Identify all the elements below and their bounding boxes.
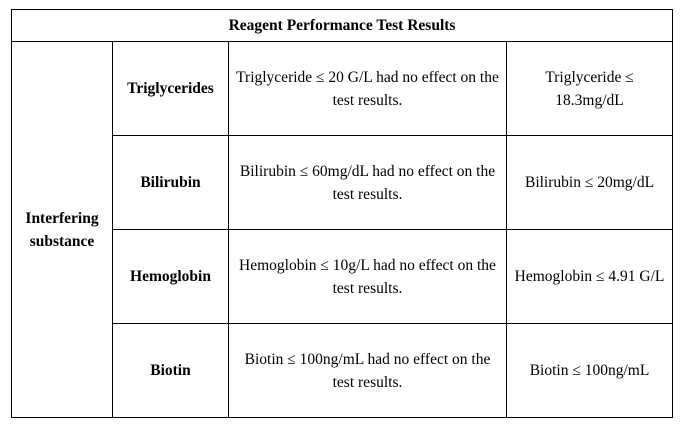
- substance-cell: Triglycerides: [112, 41, 229, 136]
- results-table-container: Reagent Performance Test Results Interfe…: [10, 9, 674, 418]
- table-row: Bilirubin Bilirubin ≤ 60mg/dL had no eff…: [12, 135, 674, 230]
- statement-cell: Biotin ≤ 100ng/mL had no effect on the t…: [228, 323, 507, 418]
- substance-cell: Bilirubin: [112, 135, 229, 230]
- table-row: Interfering substance Triglycerides Trig…: [11, 41, 674, 418]
- table-row: Hemoglobin Hemoglobin ≤ 10g/L had no eff…: [12, 229, 674, 324]
- limit-cell: Triglyceride ≤ 18.3mg/dL: [505, 41, 674, 136]
- limit-cell: Biotin ≤ 100ng/mL: [505, 323, 674, 418]
- statement-cell: Bilirubin ≤ 60mg/dL had no effect on the…: [228, 135, 507, 230]
- statement-cell: Triglyceride ≤ 20 G/L had no effect on t…: [228, 41, 507, 136]
- limit-cell: Hemoglobin ≤ 4.91 G/L: [505, 229, 674, 324]
- table-title: Reagent Performance Test Results: [10, 9, 674, 42]
- limit-cell: Bilirubin ≤ 20mg/dL: [505, 135, 674, 230]
- substance-cell: Hemoglobin: [112, 229, 229, 324]
- table-row: Biotin Biotin ≤ 100ng/mL had no effect o…: [12, 323, 674, 418]
- substance-cell: Biotin: [112, 323, 229, 418]
- reagent-performance-table: Reagent Performance Test Results Interfe…: [10, 9, 674, 418]
- statement-cell: Hemoglobin ≤ 10g/L had no effect on the …: [228, 229, 507, 324]
- group-label-cell: Interfering substance: [11, 41, 113, 418]
